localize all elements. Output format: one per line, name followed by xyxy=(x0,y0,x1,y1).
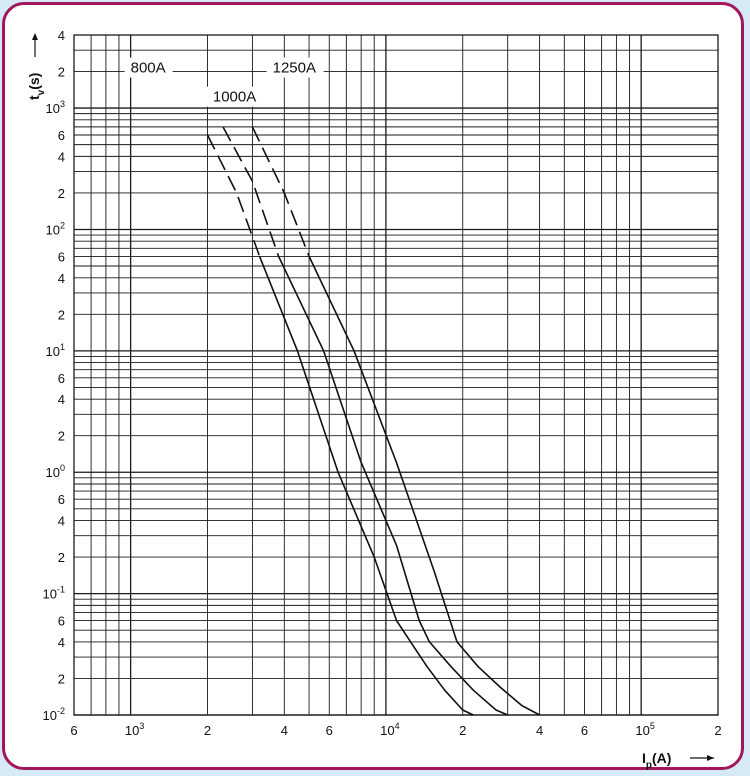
y-tick-label: 10-1 xyxy=(43,585,65,602)
series-label-bg xyxy=(206,86,264,107)
y-tick-label: 4 xyxy=(58,392,65,407)
grid-lines xyxy=(73,34,719,716)
series-curves xyxy=(206,126,540,716)
y-tick-label: 102 xyxy=(46,220,65,237)
series-dashed-line xyxy=(206,134,261,257)
y-tick-label: 2 xyxy=(58,429,65,444)
x-tick-label: 4 xyxy=(281,723,288,738)
x-tick-label: 4 xyxy=(536,723,543,738)
x-tick-label: 6 xyxy=(581,723,588,738)
y-tick-label: 4 xyxy=(58,271,65,286)
y-tick-label: 10-2 xyxy=(43,706,65,723)
axis-labels: Ip(A) tv(s) xyxy=(26,33,714,771)
y-tick-labels: 4 2 103 6 4 2 102 6 4 2 101 6 4 2 100 6 4 2 10-1 6 4 2 10-2 xyxy=(43,28,65,723)
plot-frame xyxy=(73,34,719,716)
series-solid-line xyxy=(258,256,474,716)
y-tick-label: 2 xyxy=(58,550,65,565)
y-tick-label: 4 xyxy=(58,514,65,529)
y-tick-label: 100 xyxy=(46,463,65,480)
y-tick-label: 2 xyxy=(58,671,65,686)
x-tick-label: 105 xyxy=(635,721,654,738)
y-tick-label: 101 xyxy=(46,342,65,359)
series-1250A xyxy=(251,126,540,716)
series-label: 1250A xyxy=(273,60,316,77)
series-dashed-line xyxy=(251,126,310,257)
series-1000A xyxy=(222,126,509,716)
y-tick-label: 6 xyxy=(58,614,65,629)
y-tick-label: 6 xyxy=(58,128,65,143)
y-tick-label: 4 xyxy=(58,149,65,164)
x-tick-label: 6 xyxy=(326,723,333,738)
series-label: 1000A xyxy=(213,89,256,106)
y-axis-arrow-head xyxy=(32,33,38,40)
y-tick-label: 4 xyxy=(58,28,65,43)
series-label: 800A xyxy=(131,60,166,77)
y-tick-label: 2 xyxy=(58,186,65,201)
x-axis-arrow-head xyxy=(707,755,714,761)
series-dashed-line xyxy=(222,126,280,257)
x-tick-label: 2 xyxy=(459,723,466,738)
x-tick-label: 2 xyxy=(204,723,211,738)
y-tick-label: 2 xyxy=(58,65,65,80)
y-axis-label: tv(s) xyxy=(26,73,47,100)
series-solid-line xyxy=(277,256,509,716)
series-label-bg xyxy=(266,57,324,78)
series-labels: 800A 1250A 1000A xyxy=(124,57,324,107)
series-label-bg xyxy=(124,57,173,78)
x-tick-label: 2 xyxy=(714,723,721,738)
x-tick-label: 6 xyxy=(70,723,77,738)
y-tick-label: 6 xyxy=(58,492,65,507)
y-tick-label: 103 xyxy=(46,99,65,116)
y-tick-label: 4 xyxy=(58,635,65,650)
x-axis-label: Ip(A) xyxy=(642,750,671,771)
series-800A xyxy=(206,134,474,716)
x-tick-label: 103 xyxy=(125,721,144,738)
series-solid-line xyxy=(308,256,540,716)
y-tick-label: 2 xyxy=(58,307,65,322)
y-tick-label: 6 xyxy=(58,249,65,264)
x-tick-labels: 6 103 2 4 6 104 2 4 6 105 2 xyxy=(70,721,721,738)
x-tick-label: 104 xyxy=(380,721,399,738)
y-tick-label: 6 xyxy=(58,371,65,386)
